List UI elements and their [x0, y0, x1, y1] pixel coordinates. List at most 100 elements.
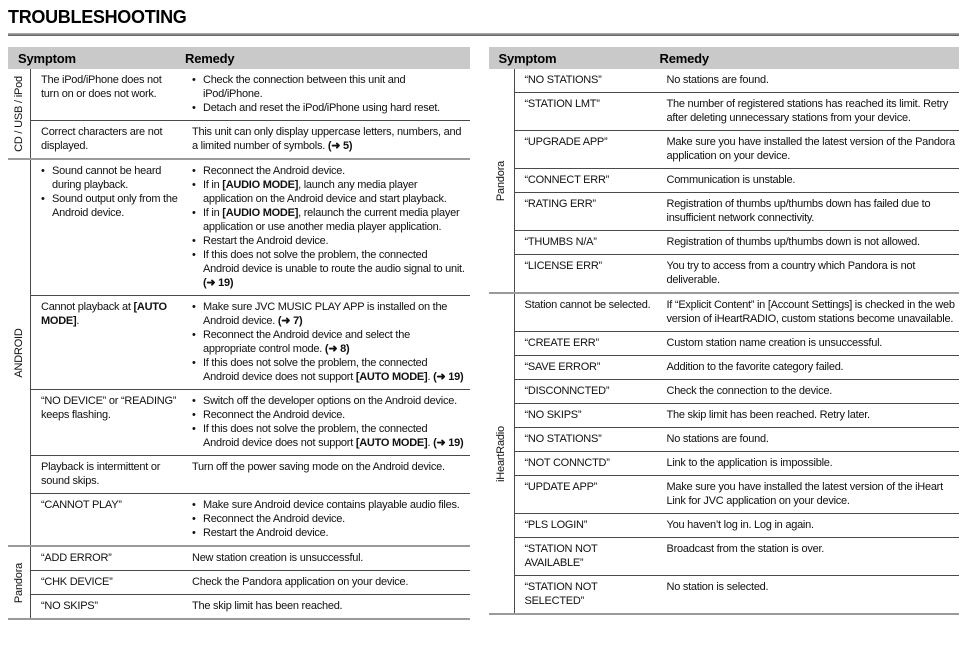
remedy-item: • Switch off the developer options on the…: [190, 394, 466, 408]
remedy-item: Turn off the power saving mode on the An…: [192, 461, 445, 473]
remedy-item: Addition to the favorite category failed…: [666, 361, 844, 373]
remedy-text: Reconnect the Android device.: [203, 513, 345, 525]
symptom-cell: “NO STATIONS”: [515, 428, 661, 451]
table-row: “UPGRADE APP” Make sure you have installe…: [514, 130, 959, 168]
remedy-item: Make sure you have installed the latest …: [666, 481, 944, 507]
remedy-item: New station creation is unsuccessful.: [192, 552, 364, 564]
remedy-item: Registration of thumbs up/thumbs down is…: [666, 236, 921, 248]
symptom-item: • Sound cannot be heard during playback.: [39, 164, 180, 192]
remedy-item: • Reconnect the Android device.: [190, 512, 466, 526]
section-rows: “NO STATIONS” No stations are found. “STAT…: [514, 69, 960, 292]
table-row: “DISCONNCTED” Check the connection to the…: [514, 379, 960, 403]
bullet-icon: •: [192, 102, 196, 114]
symptom-item: “NO SKIPS”: [524, 409, 582, 421]
remedy-text: Check the connection between this unit a…: [203, 74, 406, 100]
table-row: “NO DEVICE” or “READING” keeps flashing.…: [31, 389, 470, 455]
symptom-cell: Playback is intermittent or sound skips.: [31, 456, 186, 493]
remedy-item: This unit can only display uppercase let…: [192, 126, 462, 152]
symptom-cell: “CHK DEVICE”: [31, 571, 186, 594]
symptom-item: “STATION NOT AVAILABLE”: [524, 543, 598, 569]
bullet-icon: •: [192, 329, 196, 341]
remedy-cell: • Switch off the developer options on the…: [186, 390, 470, 455]
table-row: “STATION NOT AVAILABLE” Broadcast from th…: [514, 537, 959, 575]
section-label: ANDROID: [13, 327, 25, 378]
remedy-text: Detach and reset the iPod/iPhone using h…: [203, 102, 440, 114]
remedy-cell: • Make sure JVC MUSIC PLAY APP is install…: [186, 296, 470, 389]
remedy-text: Switch off the developer options on the …: [203, 395, 457, 407]
symptom-column-header: Symptom: [18, 51, 76, 66]
remedy-item: Check the connection to the device.: [666, 385, 833, 397]
troubleshooting-table-left: Symptom Remedy CD / USB / iPod The iPod/i…: [8, 47, 470, 620]
table-row: “SAVE ERROR” Addition to the favorite cat…: [514, 355, 959, 379]
remedy-item: • Reconnect the Android device.: [190, 164, 466, 178]
table-row: Cannot playback at [AUTO MODE]. • Make sur…: [31, 295, 470, 389]
remedy-text: If this does not solve the problem, the …: [203, 357, 464, 383]
table-row: “THUMBS N/A” Registration of thumbs up/th…: [514, 230, 960, 254]
remedy-cell: Registration of thumbs up/thumbs down ha…: [661, 193, 960, 230]
manual-page: TROUBLESHOOTING Symptom Remedy CD / USB …: [0, 7, 967, 620]
remedy-text: If this does not solve the problem, the …: [203, 249, 465, 289]
symptom-item: “THUMBS N/A”: [524, 236, 597, 248]
table-body: Pandora “NO STATIONS” No stations are foun…: [488, 69, 960, 613]
remedy-item: • Make sure Android device contains playa…: [190, 498, 466, 512]
symptom-cell: “NOT CONNCTD”: [515, 452, 661, 475]
symptom-cell: “NO SKIPS”: [515, 404, 661, 427]
symptom-item: “STATION LMT”: [524, 98, 600, 110]
table-row: Correct characters are not displayed. Thi…: [31, 120, 470, 158]
section-rows: Station cannot be selected. If “Explicit …: [514, 294, 960, 613]
table-row: “CANNOT PLAY” • Make sure Android device c…: [31, 493, 470, 545]
bullet-icon: •: [192, 301, 196, 313]
remedy-item: Custom station name creation is unsucces…: [666, 337, 883, 349]
symptom-cell: The iPod/iPhone does not turn on or does…: [31, 69, 186, 120]
remedy-cell: No stations are found.: [661, 69, 960, 92]
table-section: ANDROID • Sound cannot be heard during pla…: [8, 158, 470, 545]
bullet-icon: •: [41, 165, 45, 177]
symptom-item: “PLS LOGIN”: [524, 519, 588, 531]
section-label-cell: Pandora: [489, 69, 515, 292]
remedy-item: Check the Pandora application on your de…: [192, 576, 409, 588]
symptom-item: “UPDATE APP”: [524, 481, 598, 493]
symptom-item: “NO STATIONS”: [524, 74, 602, 86]
symptom-item: “NOT CONNCTD”: [524, 457, 610, 469]
remedy-text: Reconnect the Android device.: [203, 409, 345, 421]
symptom-item: “ADD ERROR”: [41, 552, 112, 564]
remedy-text: Make sure Android device contains playab…: [203, 499, 460, 511]
remedy-item: You try to access from a country which P…: [666, 260, 916, 286]
symptom-cell: “NO SKIPS”: [31, 595, 186, 618]
bullet-icon: •: [192, 499, 196, 511]
bullet-icon: •: [41, 193, 45, 205]
symptom-item: “SAVE ERROR”: [524, 361, 601, 373]
remedy-cell: Custom station name creation is unsucces…: [661, 332, 960, 355]
symptom-item: “NO STATIONS”: [524, 433, 602, 445]
remedy-item: The number of registered stations has re…: [666, 98, 949, 124]
symptom-item: “STATION NOT SELECTED”: [524, 581, 598, 607]
table-body: CD / USB / iPod The iPod/iPhone does not …: [8, 69, 470, 618]
symptom-cell: • Sound cannot be heard during playback. •…: [31, 160, 186, 295]
table-row: “NO SKIPS” The skip limit has been reache…: [31, 594, 470, 618]
remedy-text: If in [AUDIO MODE], launch any media pla…: [203, 179, 447, 205]
table-row: “NOT CONNCTD” Link to the application is …: [514, 451, 959, 475]
symptom-cell: Correct characters are not displayed.: [31, 121, 186, 158]
section-label: iHeartRadio: [495, 425, 507, 482]
remedy-item: • If this does not solve the problem, the…: [190, 248, 466, 290]
section-label-cell: CD / USB / iPod: [8, 69, 31, 158]
remedy-cell: Registration of thumbs up/thumbs down is…: [661, 231, 960, 254]
symptom-cell: “DISCONNCTED”: [515, 380, 661, 403]
section-label-cell: iHeartRadio: [489, 294, 515, 613]
remedy-text: If in [AUDIO MODE], relaunch the current…: [203, 207, 460, 233]
symptom-cell: “CANNOT PLAY”: [31, 494, 186, 545]
table-section: iHeartRadio Station cannot be selected. If…: [488, 292, 960, 613]
symptom-cell: “STATION NOT AVAILABLE”: [515, 538, 661, 575]
symptom-item: “NO DEVICE” or “READING” keeps flashing.: [41, 395, 177, 421]
remedy-column-header: Remedy: [659, 51, 710, 66]
symptom-cell: “PLS LOGIN”: [515, 514, 661, 537]
remedy-cell: Check the connection to the device.: [661, 380, 960, 403]
symptom-item: “RATING ERR”: [524, 198, 597, 210]
bullet-icon: •: [192, 235, 196, 247]
remedy-item: Link to the application is impossible.: [666, 457, 833, 469]
troubleshooting-table-right: Symptom Remedy Pandora “NO STATIONS” No st…: [488, 47, 960, 615]
symptom-cell: Cannot playback at [AUTO MODE].: [31, 296, 186, 389]
remedy-text: Make sure JVC MUSIC PLAY APP is installe…: [203, 301, 448, 327]
table-row: “LICENSE ERR” You try to access from a co…: [514, 254, 959, 292]
remedy-item: • Reconnect the Android device and select…: [190, 328, 466, 356]
